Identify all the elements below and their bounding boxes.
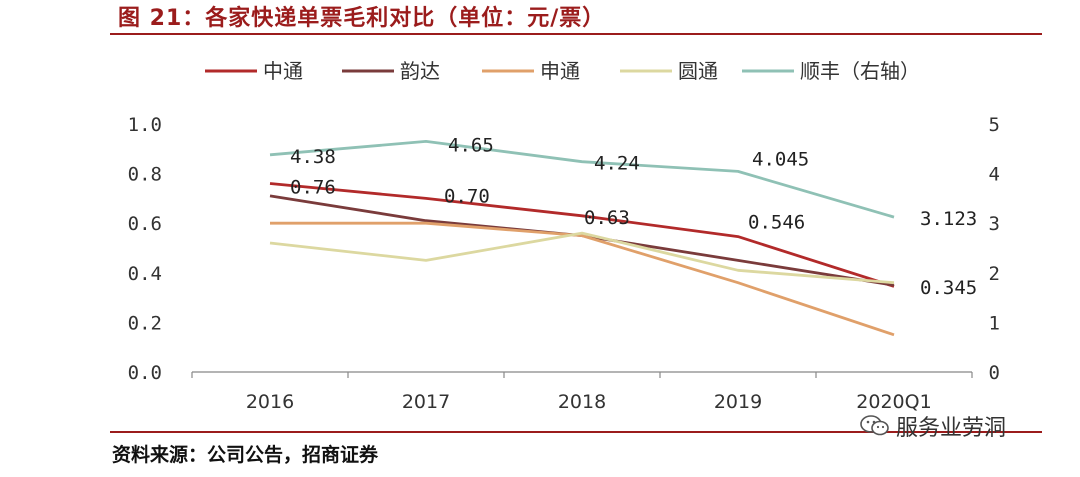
series-line-4 [269, 231, 895, 285]
data-label: 0.546 [748, 212, 805, 234]
x-tick-label: 2019 [714, 391, 762, 413]
y-right-tick-label: 1 [989, 312, 1000, 334]
watermark: 服务业劳洞 [860, 410, 1006, 442]
legend-label: 顺丰（右轴） [800, 59, 920, 83]
y-right-tick-label: 3 [989, 213, 1000, 235]
data-label: 4.045 [752, 148, 809, 170]
x-tick-label: 2016 [246, 391, 294, 413]
y-right-tick-label: 0 [989, 362, 1000, 384]
x-tick-label: 2017 [402, 391, 450, 413]
data-label: 0.345 [920, 277, 977, 299]
y-right-tick-label: 4 [989, 164, 1000, 186]
x-tick-label: 2020Q1 [856, 391, 931, 413]
wechat-icon [860, 415, 889, 436]
source-note: 资料来源：公司公告，招商证券 [112, 444, 379, 466]
series-line-5 [269, 139, 895, 219]
data-label: 0.70 [444, 185, 490, 207]
y-right-tick-label: 2 [989, 263, 1000, 285]
y-left-tick-label: 0.8 [128, 164, 162, 186]
watermark-text: 服务业劳洞 [896, 416, 1007, 441]
data-label: 4.38 [290, 146, 336, 168]
data-label: 3.123 [920, 208, 977, 230]
y-left-tick-label: 0.4 [128, 263, 162, 285]
legend-label: 中通 [263, 59, 303, 83]
series-line-2 [269, 194, 895, 287]
y-left-tick-label: 0.6 [128, 213, 162, 235]
data-label: 0.63 [584, 207, 630, 229]
title-rule [110, 33, 1042, 35]
y-left-tick-label: 0.0 [128, 362, 162, 384]
legend-label: 申通 [540, 59, 580, 83]
series-line-1 [269, 182, 895, 288]
series-line-3 [270, 221, 895, 337]
y-left-tick-label: 1.0 [128, 114, 162, 136]
legend-label: 韵达 [400, 59, 440, 83]
data-label: 0.76 [290, 177, 336, 199]
y-left-tick-label: 0.2 [128, 312, 162, 334]
x-tick-label: 2018 [558, 391, 606, 413]
source-rule [110, 431, 1042, 433]
data-label: 4.24 [594, 153, 640, 175]
figure-title: 图 21：各家快递单票毛利对比（单位：元/票） [118, 6, 606, 31]
y-right-tick-label: 5 [989, 114, 1000, 136]
line-chart: 2016 2017 2018 2019 2020Q1 0.0 0.2 0.4 0.6 0.8 1.0… [128, 59, 1000, 413]
legend-label: 圆通 [678, 59, 718, 83]
data-label: 4.65 [448, 134, 494, 156]
